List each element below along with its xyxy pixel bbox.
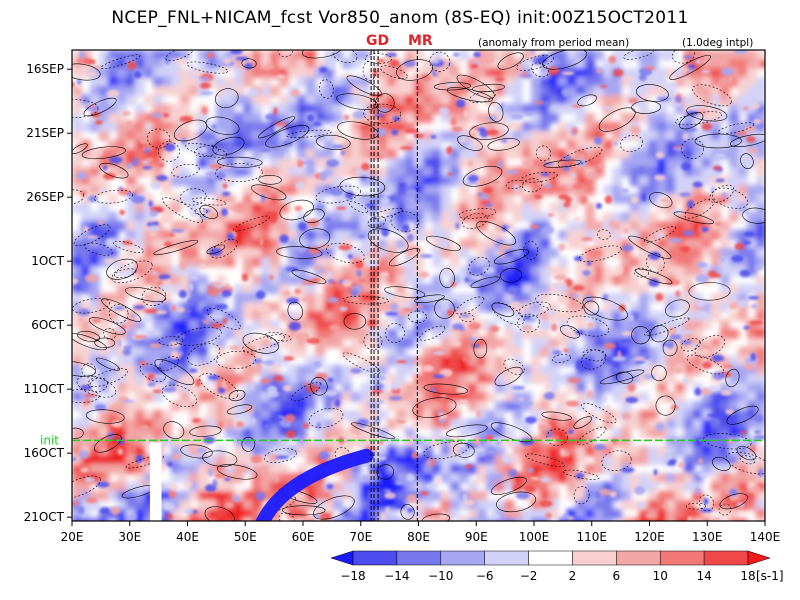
x-tick-label: 50E: [234, 530, 257, 544]
x-tick-label: 80E: [407, 530, 430, 544]
region-label-mr: MR: [408, 33, 433, 49]
x-tick-label: 90E: [465, 530, 488, 544]
y-tick-label: 11OCT: [24, 382, 65, 396]
colorbar-tick-label: −2: [520, 569, 538, 583]
colorbar-box: [484, 550, 529, 566]
y-tick-label: 6OCT: [31, 318, 64, 332]
x-tick-label: 20E: [61, 530, 84, 544]
colorbar-arrow-right: [747, 550, 771, 566]
x-tick-label: 140E: [750, 530, 781, 544]
colorbar-tick-label: 2: [569, 569, 577, 583]
colorbar-box: [528, 550, 573, 566]
colorbar-box: [396, 550, 442, 566]
colorbar-tick-label: −10: [428, 569, 453, 583]
colorbar-box: [352, 550, 398, 566]
colorbar-tick-label: 6: [613, 569, 621, 583]
missing-data-band: [149, 442, 162, 521]
colorbar-tick-label: −18: [340, 569, 365, 583]
x-tick-label: 30E: [118, 530, 141, 544]
subtitle-interpolation: (1.0deg intpl): [682, 37, 754, 49]
colorbar-tick-label: 18: [740, 569, 755, 583]
x-tick-label: 120E: [634, 530, 665, 544]
colorbar-box: [616, 550, 661, 566]
contour-lines: [72, 50, 765, 521]
chart-title: NCEP_FNL+NICAM_fcst Vor850_anom (8S-EQ) …: [111, 8, 689, 28]
y-tick-label: 1OCT: [31, 254, 64, 268]
strong-cyclonic-streak: [255, 448, 374, 521]
colorbar-tick-label: −14: [384, 569, 409, 583]
x-tick-label: 40E: [176, 530, 199, 544]
colorbar-arrow-left: [330, 550, 354, 566]
x-tick-label: 130E: [692, 530, 723, 544]
x-tick-label: 100E: [519, 530, 550, 544]
overlays: [72, 50, 765, 521]
y-tick-label: 16SEP: [26, 62, 64, 76]
subtitle-anomaly: (anomaly from period mean): [478, 37, 630, 49]
colorbar-tick-label: 10: [653, 569, 668, 583]
y-tick-label: 21SEP: [26, 126, 64, 140]
y-tick-label: 26SEP: [26, 190, 64, 204]
colorbar-box: [440, 550, 485, 566]
init-label: init: [40, 433, 59, 447]
colorbar-unit: [s-1]: [756, 569, 784, 583]
y-tick-label: 16OCT: [24, 446, 65, 460]
colorbar-box: [572, 550, 617, 566]
region-label-gd: GD: [366, 33, 390, 49]
colorbar-box: [659, 550, 705, 566]
colorbar-tick-label: −6: [476, 569, 494, 583]
colorbar-tick-label: 14: [696, 569, 711, 583]
x-tick-label: 110E: [577, 530, 608, 544]
colorbar-box: [703, 550, 749, 566]
field-texture: [72, 50, 765, 521]
colorbar-legend: −18 −14 −10 −6 −2 2 6 10 14 18 [s-1]: [330, 550, 784, 583]
x-tick-label: 60E: [292, 530, 315, 544]
x-tick-label: 70E: [349, 530, 372, 544]
axes: 20E 30E 40E 50E 60E 70E 80E 90E 100E 110E 120E 130E…: [24, 62, 781, 544]
y-tick-label: 21OCT: [24, 510, 65, 524]
